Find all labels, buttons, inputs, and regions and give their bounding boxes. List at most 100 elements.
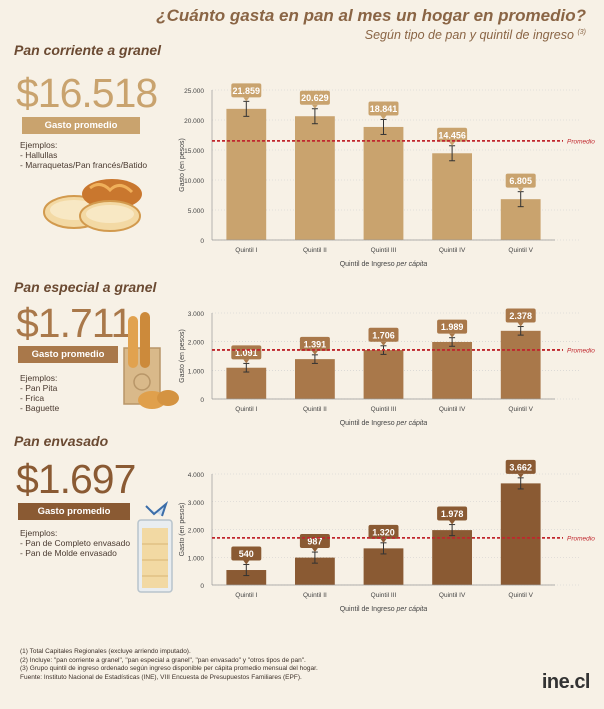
badge-corriente: Gasto promedio	[22, 117, 140, 134]
x-axis-label-italic: per cápita	[396, 420, 428, 427]
value-label-pointer	[449, 141, 456, 146]
value-label-pointer	[517, 322, 524, 327]
section-title-especial: Pan especial a granel	[14, 279, 157, 295]
x-tick-label: Quintil I	[235, 592, 257, 599]
average-label: Promedio	[567, 347, 595, 354]
average-label: Promedio	[567, 535, 595, 542]
value-label: 18.841	[370, 104, 398, 114]
value-label-pointer	[517, 187, 524, 192]
footnote: (1) Total Capitales Regionales (excluye …	[20, 648, 191, 655]
ine-logo: ine.cl	[541, 671, 591, 693]
amount-especial: $1.711	[16, 300, 133, 346]
y-tick-label: 25.000	[184, 88, 204, 95]
y-tick-label: 3.000	[188, 500, 205, 507]
bar	[363, 126, 404, 240]
bar	[500, 330, 541, 399]
y-tick-label: 0	[200, 397, 204, 404]
value-label: 6.805	[509, 176, 532, 186]
value-label: 1.706	[372, 330, 395, 340]
value-label-pointer	[380, 538, 387, 543]
infographic-header: ¿Cuánto gasta en pan al mes un hogar en …	[156, 6, 586, 42]
value-label-box	[368, 101, 399, 116]
badge-envasado: Gasto promedio	[18, 503, 130, 520]
y-tick-label: 15.000	[184, 148, 204, 155]
value-label-pointer	[243, 97, 250, 102]
y-tick-label: 3.000	[188, 311, 205, 318]
x-tick-label: Quintil I	[235, 406, 257, 413]
value-label: 14.456	[438, 130, 466, 140]
value-label: 987	[307, 537, 322, 547]
value-label-pointer	[449, 333, 456, 338]
amount-envasado: $1.697	[16, 456, 136, 502]
value-label: 2.378	[509, 311, 532, 321]
footnote: (2) Incluye: "pan corriente a granel", "…	[20, 656, 306, 664]
x-tick-label: Quintil IV	[439, 592, 466, 599]
section-title-corriente: Pan corriente a granel	[14, 42, 162, 58]
examples-label: Ejemplos:	[20, 528, 58, 538]
x-tick-label: Quintil III	[371, 592, 397, 599]
value-label: 1.978	[441, 509, 464, 519]
y-tick-label: 0	[200, 583, 204, 590]
value-label-pointer	[243, 359, 250, 364]
x-tick-label: Quintil II	[303, 592, 327, 599]
x-axis-label-main: Quintil de Ingreso	[340, 261, 397, 268]
value-label: 3.662	[509, 462, 532, 472]
value-label-box	[299, 90, 330, 105]
x-tick-label: Quintil II	[303, 406, 327, 413]
value-label-pointer	[380, 341, 387, 346]
value-label-pointer	[243, 560, 250, 565]
x-axis-label-main: Quintil de Ingreso	[340, 606, 397, 613]
value-label-box	[505, 173, 536, 188]
value-label-pointer	[380, 115, 387, 120]
value-label-box	[437, 127, 468, 142]
value-label: 1.391	[304, 339, 327, 349]
examples-especial: Ejemplos: - Pan Pita - Frica - Baguette	[20, 373, 59, 413]
y-axis-label: Gasto (en pesos)	[179, 329, 186, 383]
bar	[226, 570, 267, 585]
bread-rolls-icon	[43, 179, 142, 232]
value-label-pointer	[517, 473, 524, 478]
value-label: 1.091	[235, 348, 258, 358]
value-label: 20.629	[301, 93, 329, 103]
value-label-pointer	[311, 350, 318, 355]
value-label: 21.859	[233, 86, 261, 96]
examples-envasado: Ejemplos: - Pan de Completo envasado - P…	[20, 528, 130, 558]
baguette-bag-icon	[123, 312, 179, 409]
y-tick-label: 5.000	[188, 208, 205, 215]
footnote: (3) Grupo quintil de ingreso ordenado se…	[20, 665, 318, 672]
value-label-box	[231, 345, 262, 360]
example-item: - Pan Pita	[20, 383, 58, 393]
example-item: - Pan de Completo envasado	[20, 538, 131, 548]
example-item: - Hallullas	[20, 150, 58, 160]
value-label-box	[437, 506, 468, 521]
x-axis-label: Quintil de Ingreso per cápita	[340, 420, 428, 427]
x-tick-label: Quintil I	[235, 247, 257, 254]
examples-label: Ejemplos:	[20, 373, 58, 383]
y-tick-label: 1.000	[188, 368, 205, 375]
bar	[226, 108, 267, 240]
chart-pan-envasado: 0 1.000 2.000 3.000 4.000 Gasto (en pesos) 540…	[179, 459, 595, 613]
x-axis-label: Quintil de Ingreso per cápita	[340, 261, 428, 268]
value-label-pointer	[449, 520, 456, 525]
x-tick-label: Quintil V	[508, 406, 533, 413]
x-tick-label: Quintil III	[371, 406, 397, 413]
x-tick-label: Quintil IV	[439, 406, 466, 413]
x-tick-label: Quintil V	[508, 592, 533, 599]
y-axis-label: Gasto (en pesos)	[179, 503, 186, 557]
bar	[295, 359, 335, 399]
bar	[363, 350, 404, 399]
example-item: - Baguette	[20, 403, 60, 413]
chart-pan-corriente: 0 5.000 10.000 15.000 20.000 25.000 Gasto (en …	[179, 83, 595, 268]
value-label: 1.989	[441, 322, 464, 332]
footnote: Fuente: Instituto Nacional de Estadístic…	[20, 673, 302, 681]
value-label-pointer	[311, 104, 318, 109]
x-axis-label: Quintil de Ingreso per cápita	[340, 606, 428, 613]
chart-pan-especial: 0 1.000 2.000 3.000 Gasto (en pesos) 1.091 Qui…	[179, 308, 595, 427]
example-item: - Frica	[20, 393, 45, 403]
value-label: 540	[239, 549, 254, 559]
badge-especial: Gasto promedio	[18, 346, 118, 363]
y-tick-label: 10.000	[184, 178, 204, 185]
value-label-box	[231, 546, 262, 561]
example-item: - Pan de Molde envasado	[20, 548, 117, 558]
value-label-pointer	[311, 548, 318, 553]
